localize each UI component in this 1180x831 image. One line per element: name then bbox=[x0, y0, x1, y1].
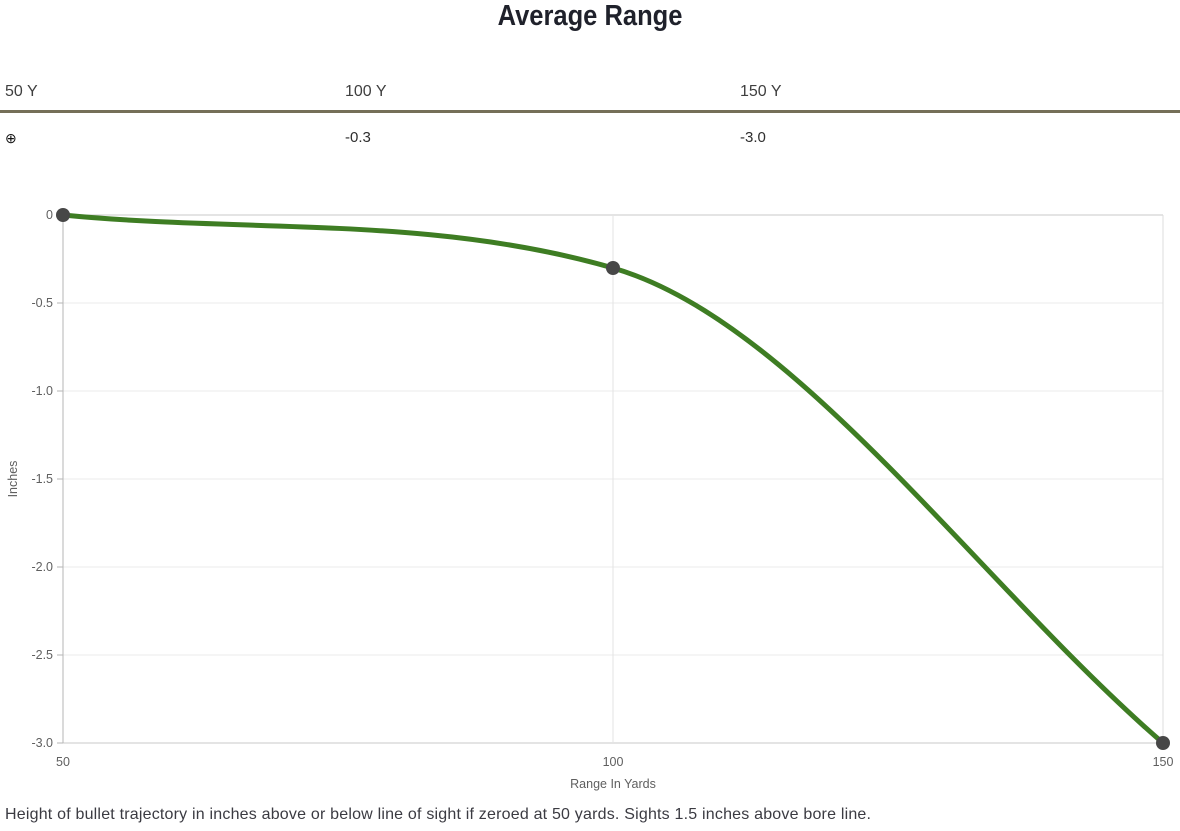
y-tick-label: -2.0 bbox=[31, 560, 53, 574]
y-tick-label: -0.5 bbox=[31, 296, 53, 310]
y-tick-label: 0 bbox=[46, 208, 53, 222]
y-tick-label: -2.5 bbox=[31, 648, 53, 662]
x-axis-title: Range In Yards bbox=[570, 777, 656, 791]
y-tick-label: -1.5 bbox=[31, 472, 53, 486]
trajectory-chart: 0 -0.5 -1.0 -1.5 -2.0 -2.5 -3.0 50 100 1… bbox=[6, 208, 1173, 791]
data-points bbox=[56, 208, 1170, 750]
x-tick-label: 50 bbox=[56, 755, 70, 769]
chart-caption: Height of bullet trajectory in inches ab… bbox=[5, 806, 872, 823]
range-header-150y: 150 Y bbox=[740, 83, 782, 100]
y-tick-label: -3.0 bbox=[31, 736, 53, 750]
x-axis-labels: 50 100 150 bbox=[56, 755, 1173, 769]
data-point-100y bbox=[606, 261, 620, 275]
range-header-100y: 100 Y bbox=[345, 83, 387, 100]
trajectory-line bbox=[60, 212, 1166, 746]
page-title: Average Range bbox=[0, 0, 1180, 33]
table-divider bbox=[0, 110, 1180, 113]
x-tick-label: 150 bbox=[1153, 755, 1174, 769]
x-tick-label: 100 bbox=[603, 755, 624, 769]
drop-value-100y: -0.3 bbox=[345, 129, 371, 146]
zero-crosshair-icon: ⊕ bbox=[5, 130, 17, 146]
data-point-150y bbox=[1156, 736, 1170, 750]
page-title-text: Average Range bbox=[497, 0, 683, 32]
y-tick-label: -1.0 bbox=[31, 384, 53, 398]
y-axis-title: Inches bbox=[6, 461, 20, 498]
data-point-50y bbox=[56, 208, 70, 222]
y-axis-labels: 0 -0.5 -1.0 -1.5 -2.0 -2.5 -3.0 bbox=[31, 208, 53, 750]
range-header-50y: 50 Y bbox=[5, 83, 38, 100]
y-axis-ticks bbox=[57, 214, 63, 744]
drop-value-150y: -3.0 bbox=[740, 129, 766, 146]
